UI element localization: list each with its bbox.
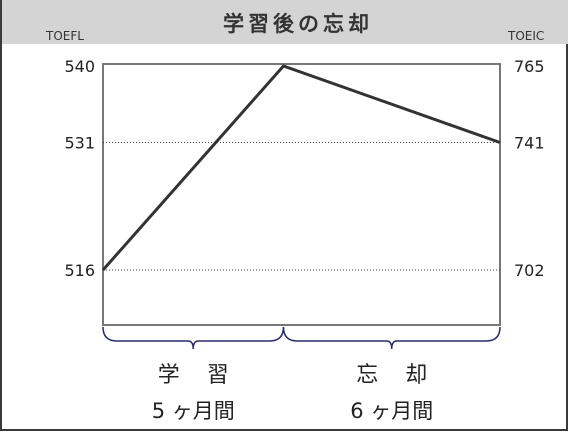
- period-label: 忘 却: [356, 363, 437, 388]
- period-duration: 5 ヶ月間: [152, 399, 235, 423]
- right-tick-label: 765: [514, 57, 545, 76]
- series-layer: [101, 64, 501, 271]
- title-bar: [2, 0, 568, 44]
- right-axis-ticks: 765 741 702: [514, 57, 545, 280]
- left-tick-label: 516: [64, 261, 95, 280]
- period-label: 学 習: [158, 363, 239, 388]
- right-axis-name: TOEIC: [507, 29, 544, 43]
- left-tick-label: 531: [64, 134, 95, 153]
- left-tick-label: 540: [64, 57, 95, 76]
- period-duration: 6 ヶ月間: [350, 399, 433, 423]
- left-axis-ticks: 540 531 516: [64, 57, 95, 280]
- left-axis-name: TOEFL: [45, 29, 84, 43]
- period-brace: [282, 326, 501, 350]
- period-layer: 学 習 5 ヶ月間 忘 却 6 ヶ月間: [102, 326, 501, 423]
- plot-area-border: [102, 63, 501, 326]
- score-line: [101, 64, 501, 271]
- chart-title: 学習後の忘却: [223, 12, 373, 36]
- grid-layer: [103, 142, 500, 271]
- right-tick-label: 702: [514, 261, 545, 280]
- period-brace: [102, 326, 285, 350]
- right-tick-label: 741: [514, 134, 545, 153]
